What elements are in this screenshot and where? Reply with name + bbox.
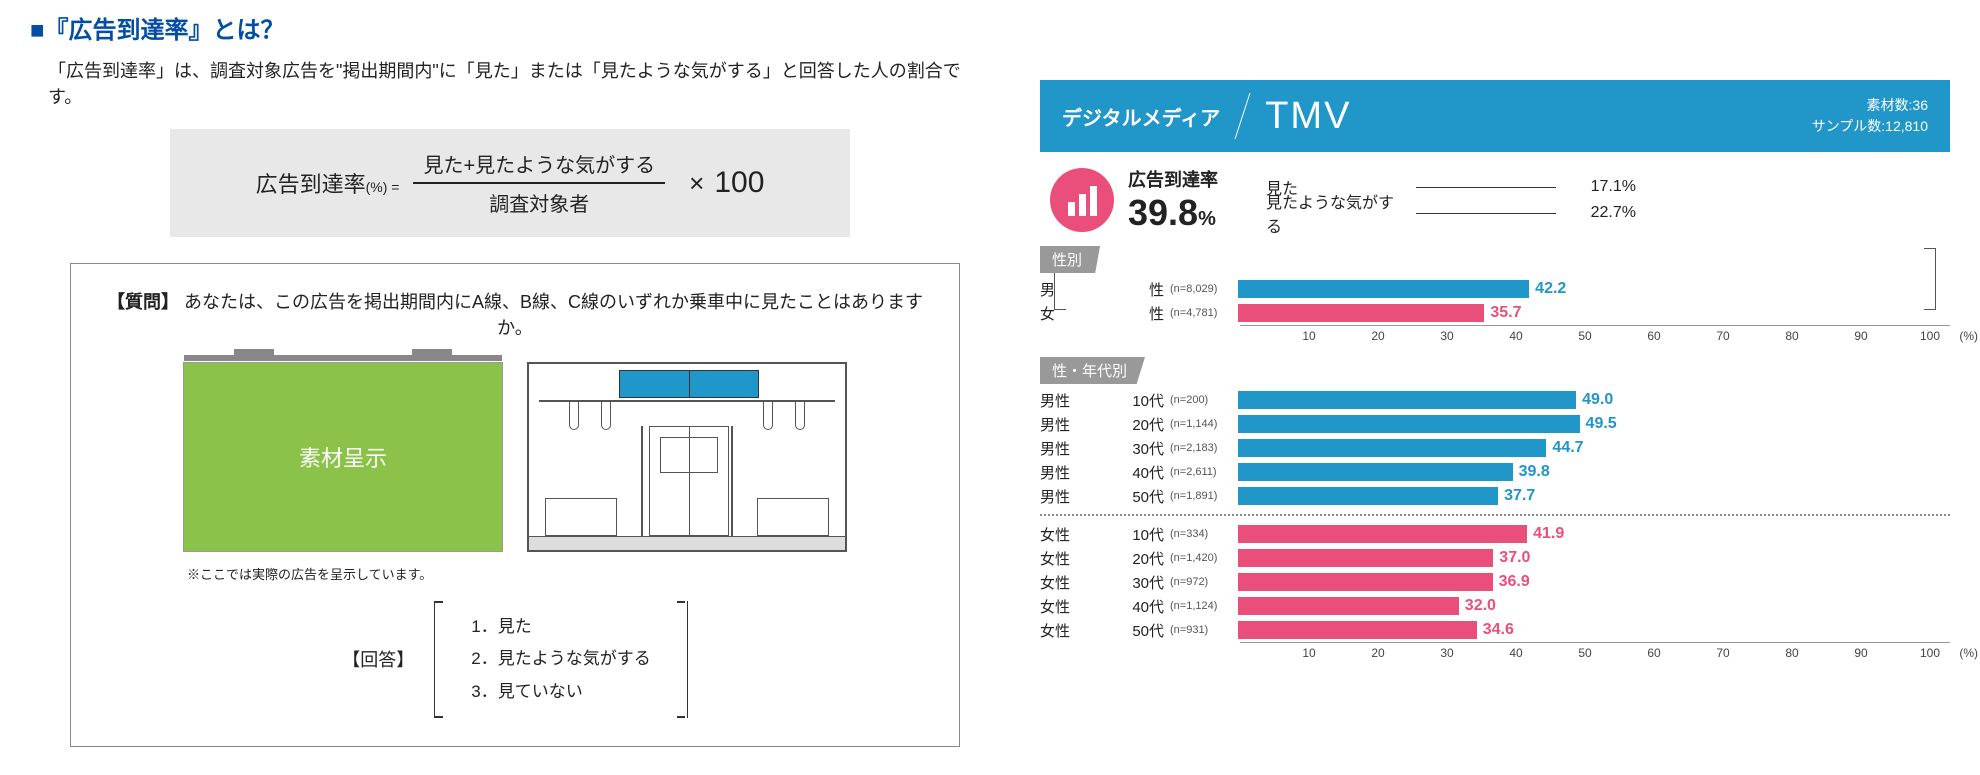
- chart-row: 男性40代(n=2,611)39.8: [1040, 460, 1950, 484]
- chart-row: 男性10代(n=200)49.0: [1040, 388, 1950, 412]
- answer-option: 3．見ていない: [471, 676, 650, 708]
- question-title: 【質問】 あなたは、この広告を掲出期間内にA線、B線、C線のいずれか乗車中に見た…: [99, 288, 931, 340]
- section-gender: 性別 男性(n=8,029)42.2女性(n=4,781)35.7 102030…: [1040, 246, 1950, 347]
- left-panel: ■『広告到達率』とは？ 「広告到達率」は、調査対象広告を"掲出期間内"に「見た」…: [30, 10, 990, 747]
- banner-divider: [1235, 93, 1251, 139]
- bar-chart-icon: [1050, 168, 1114, 232]
- chart-row: 男性(n=8,029)42.2: [1040, 277, 1950, 301]
- chart-row: 女性10代(n=334)41.9: [1040, 522, 1950, 546]
- question-images: 素材呈示: [99, 362, 931, 552]
- train-illustration: [527, 362, 847, 552]
- summary: 広告到達率 39.8% 見た17.1% 見たような気がする22.7%: [1040, 152, 1950, 246]
- banner-category: デジタルメディア: [1062, 102, 1220, 131]
- divider-dots: [1040, 514, 1950, 516]
- formula-denominator: 調査対象者: [489, 184, 589, 217]
- poster-illustration: 素材呈示: [183, 362, 503, 552]
- chart-row: 女性40代(n=1,124)32.0: [1040, 594, 1950, 618]
- reach-breakdown: 見た17.1% 見たような気がする22.7%: [1266, 174, 1636, 226]
- title-marker: ■: [30, 17, 45, 44]
- answer-option: 1．見た: [471, 611, 650, 643]
- banner-meta: 素材数:36サンプル数:12,810: [1812, 95, 1928, 137]
- formula: 広告到達率(%) = 見た+見たような気がする 調査対象者 × 100: [170, 129, 850, 237]
- banner-title: TMV: [1265, 95, 1351, 138]
- chart-axis: 102030405060708090100(%): [1240, 642, 1950, 664]
- formula-numerator: 見た+見たような気がする: [413, 149, 665, 184]
- footnote: ※ここでは実際の広告を呈示しています。: [187, 564, 931, 583]
- formula-times: ×: [689, 168, 704, 199]
- female-age-chart: 女性10代(n=334)41.9女性20代(n=1,420)37.0女性30代(…: [1040, 522, 1950, 642]
- chart-row: 男性30代(n=2,183)44.7: [1040, 436, 1950, 460]
- male-age-chart: 男性10代(n=200)49.0男性20代(n=1,144)49.5男性30代(…: [1040, 388, 1950, 508]
- summary-wrap: 広告到達率 39.8% 見た17.1% 見たような気がする22.7%: [1040, 152, 1950, 246]
- gender-chart: 男性(n=8,029)42.2女性(n=4,781)35.7: [1040, 277, 1950, 325]
- chart-row: 男性50代(n=1,891)37.7: [1040, 484, 1950, 508]
- formula-lhs: 広告到達率(%) =: [256, 167, 400, 199]
- chart-row: 女性(n=4,781)35.7: [1040, 301, 1950, 325]
- formula-hundred: 100: [714, 166, 764, 200]
- section-tag: 性別: [1040, 246, 1100, 273]
- section-gender-age: 性・年代別 男性10代(n=200)49.0男性20代(n=1,144)49.5…: [1040, 357, 1950, 664]
- right-panel: デジタルメディア TMV 素材数:36サンプル数:12,810 広告到達率 39…: [1040, 80, 1950, 664]
- reach-value: 広告到達率 39.8%: [1128, 166, 1218, 234]
- answer-label: 【回答】: [342, 646, 414, 672]
- answer-block: 【回答】 1．見た 2．見たような気がする 3．見ていない: [99, 601, 931, 718]
- chart-row: 女性20代(n=1,420)37.0: [1040, 546, 1950, 570]
- answer-options: 1．見た 2．見たような気がする 3．見ていない: [434, 601, 687, 718]
- page-title: ■『広告到達率』とは？: [30, 10, 990, 45]
- chart-row: 男性20代(n=1,144)49.5: [1040, 412, 1950, 436]
- question-box: 【質問】 あなたは、この広告を掲出期間内にA線、B線、C線のいずれか乗車中に見た…: [70, 263, 960, 747]
- section-tag: 性・年代別: [1040, 357, 1145, 384]
- answer-option: 2．見たような気がする: [471, 643, 650, 675]
- description: 「広告到達率」は、調査対象広告を"掲出期間内"に「見た」または「見たような気がす…: [48, 57, 990, 109]
- chart-row: 女性50代(n=931)34.6: [1040, 618, 1950, 642]
- title-text: 『広告到達率』とは？: [45, 17, 285, 44]
- banner: デジタルメディア TMV 素材数:36サンプル数:12,810: [1040, 80, 1950, 152]
- formula-fraction: 見た+見たような気がする 調査対象者: [413, 149, 665, 217]
- chart-axis: 102030405060708090100(%): [1240, 325, 1950, 347]
- chart-row: 女性30代(n=972)36.9: [1040, 570, 1950, 594]
